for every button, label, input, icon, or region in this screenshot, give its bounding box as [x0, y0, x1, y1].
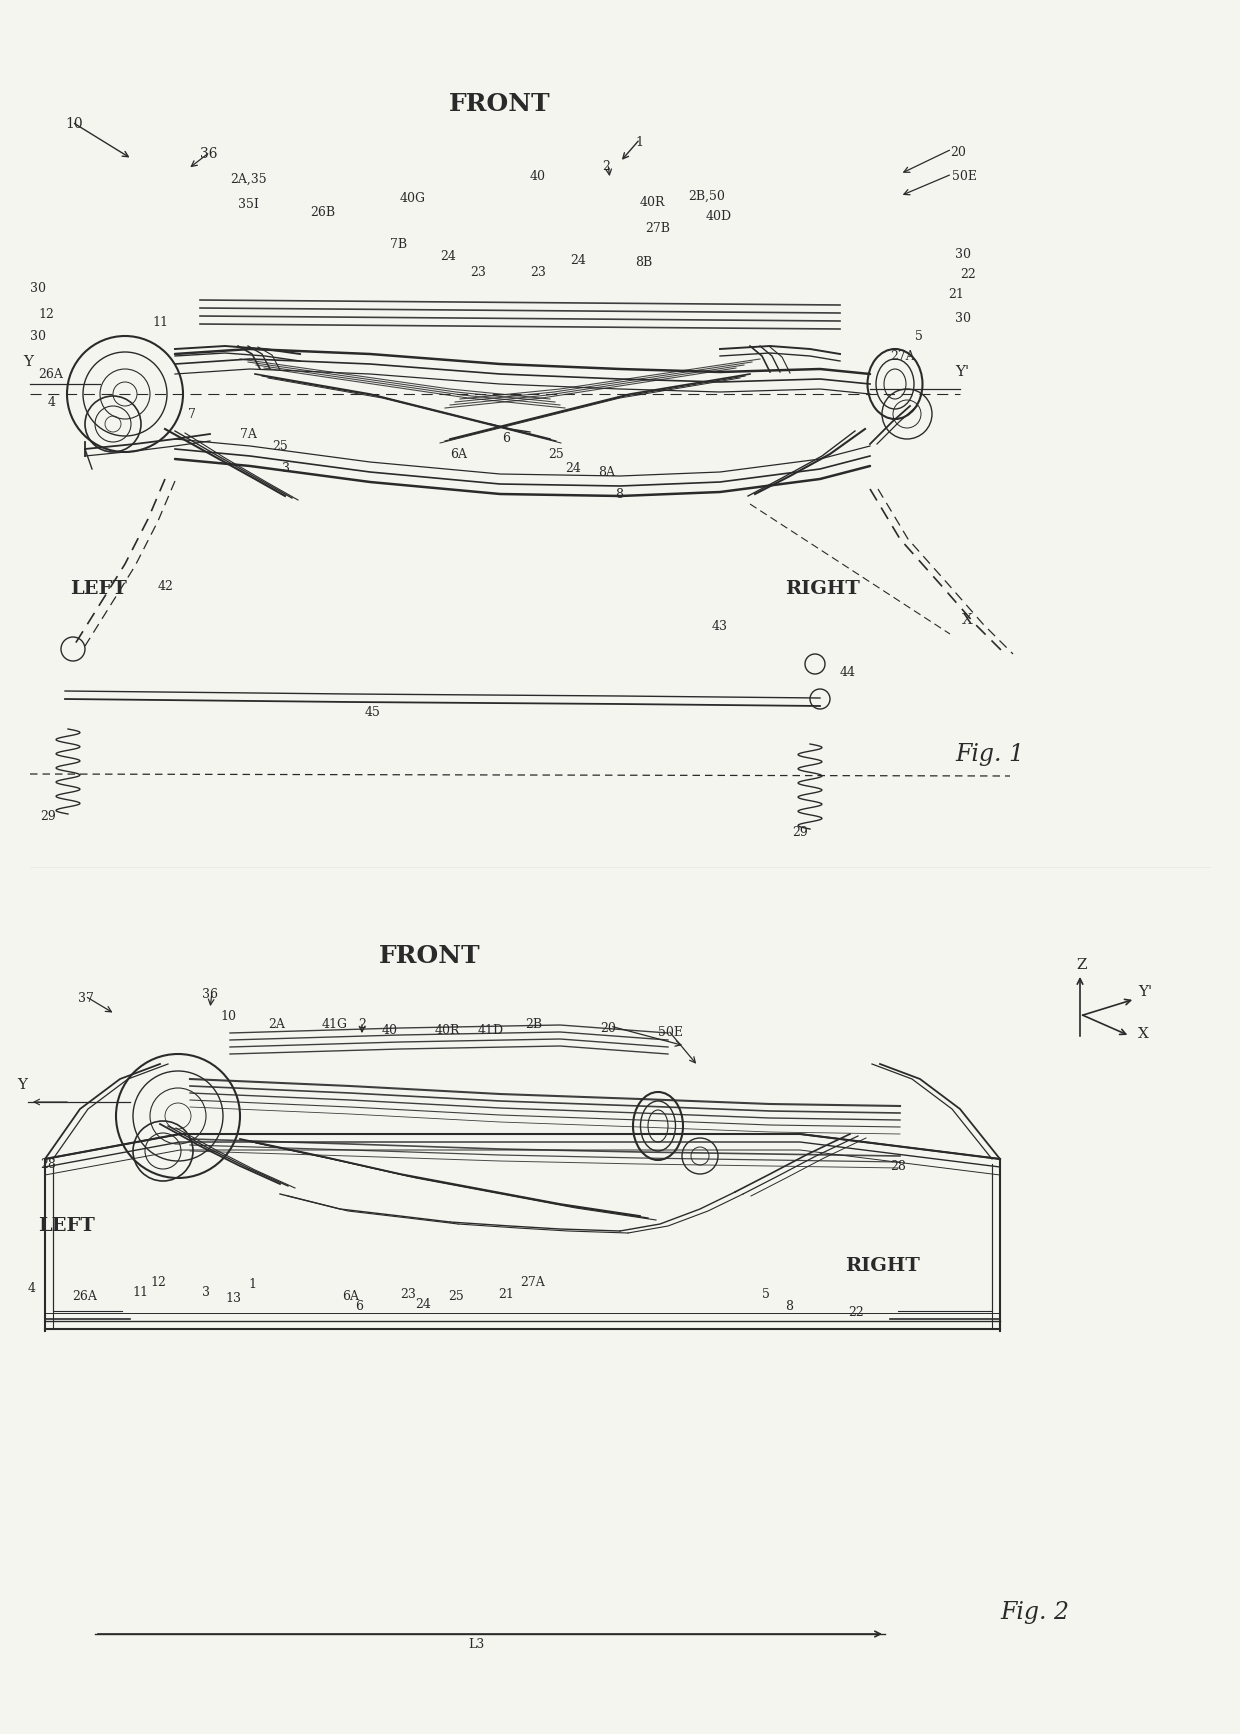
Text: 7B: 7B — [391, 238, 407, 250]
Text: 5: 5 — [763, 1288, 770, 1300]
Text: 4: 4 — [48, 395, 56, 409]
Text: 13: 13 — [224, 1292, 241, 1306]
Text: 2A: 2A — [268, 1018, 285, 1030]
Text: 42: 42 — [157, 579, 174, 593]
Text: 23: 23 — [470, 265, 486, 279]
Text: 12: 12 — [150, 1276, 166, 1288]
Text: 25: 25 — [272, 439, 288, 453]
Text: 26A: 26A — [38, 368, 63, 380]
Text: 6: 6 — [355, 1299, 363, 1313]
Text: 44: 44 — [839, 666, 856, 678]
Text: Fig. 1: Fig. 1 — [955, 742, 1024, 765]
Text: 21: 21 — [949, 288, 963, 300]
Text: 8: 8 — [615, 487, 622, 501]
Text: 6A: 6A — [450, 447, 467, 461]
Text: RIGHT: RIGHT — [844, 1257, 920, 1274]
Text: X: X — [962, 614, 973, 628]
Text: 1: 1 — [248, 1278, 255, 1290]
Text: FRONT: FRONT — [449, 92, 551, 116]
Text: 40: 40 — [382, 1023, 398, 1037]
Text: 12: 12 — [38, 307, 53, 321]
Text: X: X — [1138, 1027, 1149, 1040]
Text: 45: 45 — [365, 706, 381, 718]
Text: 2: 2 — [358, 1018, 366, 1030]
Text: Y: Y — [17, 1079, 27, 1092]
Text: 27A: 27A — [520, 1276, 544, 1288]
Text: 2: 2 — [601, 160, 610, 172]
Text: 50E: 50E — [658, 1025, 683, 1039]
Text: 20: 20 — [600, 1021, 616, 1035]
Text: 24: 24 — [415, 1297, 430, 1311]
Text: 40R: 40R — [640, 196, 666, 208]
Text: 10: 10 — [64, 116, 83, 132]
Text: 24: 24 — [570, 253, 585, 267]
Text: 3: 3 — [281, 463, 290, 475]
Text: 25: 25 — [448, 1290, 464, 1302]
Text: 36: 36 — [200, 147, 217, 161]
Text: RIGHT: RIGHT — [785, 579, 859, 598]
Text: 40R: 40R — [435, 1023, 460, 1037]
Text: 2B,50: 2B,50 — [688, 189, 725, 203]
Text: 21: 21 — [498, 1288, 513, 1300]
Text: L3: L3 — [467, 1637, 485, 1651]
Text: 28: 28 — [890, 1160, 906, 1172]
Text: LEFT: LEFT — [38, 1217, 95, 1235]
Text: 2A,35: 2A,35 — [229, 172, 267, 186]
Text: 24: 24 — [440, 250, 456, 262]
Text: Y': Y' — [1138, 985, 1152, 999]
Text: 35I: 35I — [238, 198, 259, 210]
Text: Y': Y' — [955, 364, 970, 380]
Text: 11: 11 — [153, 316, 167, 328]
Text: 30: 30 — [30, 329, 46, 343]
Text: 41G: 41G — [322, 1018, 348, 1030]
Text: 28: 28 — [40, 1158, 56, 1170]
Text: 6: 6 — [502, 432, 510, 446]
Text: 23: 23 — [529, 265, 546, 279]
Text: 27A: 27A — [890, 350, 915, 362]
Text: 40D: 40D — [706, 210, 732, 222]
Text: 27B: 27B — [645, 222, 670, 236]
Text: 1: 1 — [635, 135, 644, 149]
Text: 29: 29 — [792, 825, 807, 839]
Text: 7: 7 — [188, 407, 196, 421]
Text: 50E: 50E — [952, 170, 977, 182]
Text: 24: 24 — [565, 463, 580, 475]
Text: 26A: 26A — [72, 1290, 97, 1302]
Text: 22: 22 — [848, 1306, 864, 1318]
Text: 25: 25 — [548, 447, 564, 461]
Text: 26B: 26B — [310, 206, 335, 218]
Text: 2B: 2B — [525, 1018, 542, 1030]
Text: 29: 29 — [40, 810, 56, 822]
Text: Fig. 2: Fig. 2 — [999, 1600, 1069, 1623]
Text: 4: 4 — [29, 1283, 36, 1295]
Text: 22: 22 — [960, 267, 976, 281]
Text: 8: 8 — [785, 1299, 794, 1313]
Text: 43: 43 — [712, 619, 728, 633]
Text: 40: 40 — [529, 170, 546, 184]
Text: 3: 3 — [202, 1285, 210, 1299]
Text: 40G: 40G — [401, 192, 427, 206]
Text: 30: 30 — [955, 312, 971, 326]
Text: LEFT: LEFT — [69, 579, 126, 598]
Text: Z: Z — [1076, 957, 1087, 973]
Text: 23: 23 — [401, 1288, 415, 1300]
Text: 30: 30 — [30, 283, 46, 295]
Text: 6A: 6A — [342, 1290, 360, 1302]
Text: 37: 37 — [78, 992, 94, 1006]
Text: 11: 11 — [131, 1285, 148, 1299]
Text: 36: 36 — [202, 987, 218, 1001]
Text: 20: 20 — [950, 146, 966, 158]
Text: 8A: 8A — [598, 465, 615, 479]
Text: 5: 5 — [915, 329, 923, 343]
Text: FRONT: FRONT — [379, 943, 481, 968]
Text: 7A: 7A — [241, 428, 257, 440]
Text: 10: 10 — [219, 1009, 236, 1023]
Text: 41D: 41D — [477, 1023, 505, 1037]
Text: 8B: 8B — [635, 255, 652, 269]
Text: Y: Y — [24, 355, 33, 369]
Text: 30: 30 — [955, 248, 971, 260]
